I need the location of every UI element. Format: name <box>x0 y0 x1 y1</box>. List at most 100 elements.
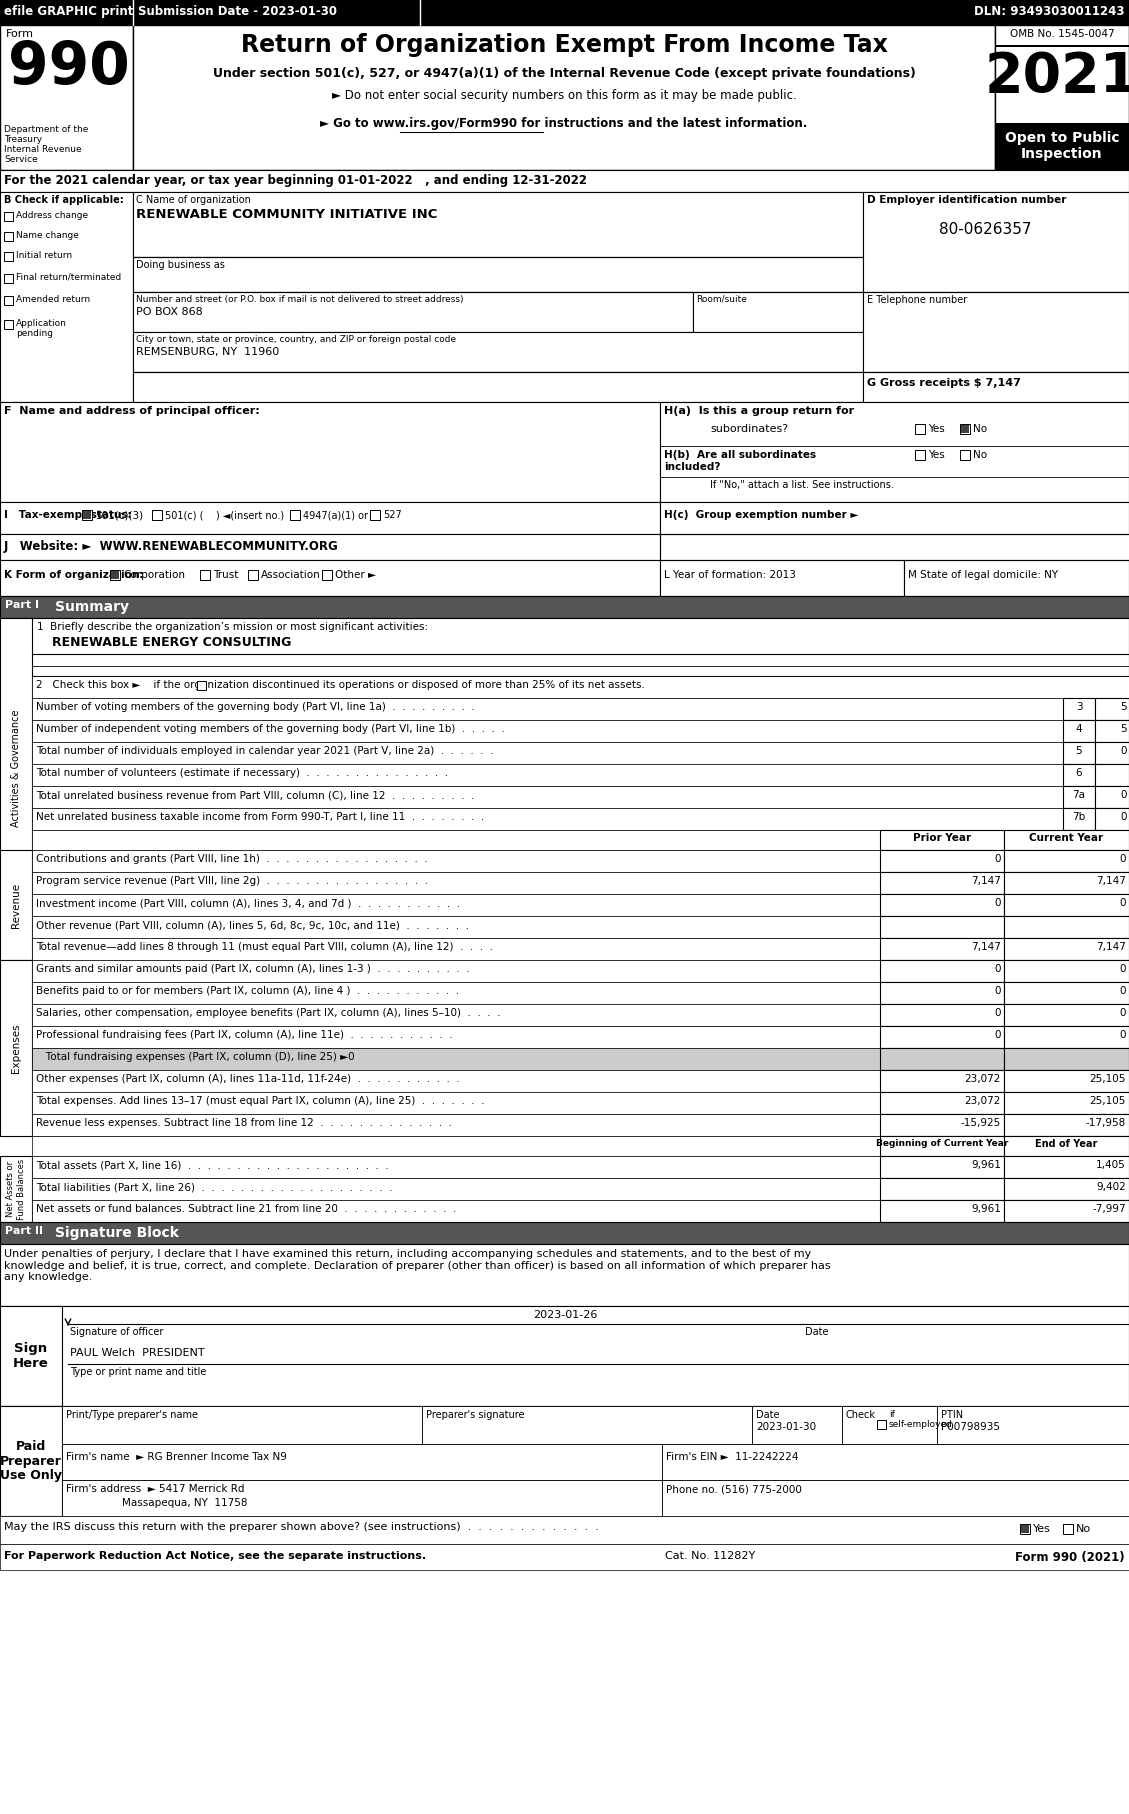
Text: Total revenue—add lines 8 through 11 (must equal Part VIII, column (A), line 12): Total revenue—add lines 8 through 11 (mu… <box>36 941 493 952</box>
Bar <box>32 831 1064 851</box>
Bar <box>32 960 879 981</box>
Bar <box>32 677 1129 698</box>
Bar <box>1004 1201 1129 1223</box>
Bar <box>879 1114 1004 1136</box>
Bar <box>32 1177 879 1201</box>
Bar <box>1004 960 1129 981</box>
Bar <box>1004 894 1129 916</box>
Bar <box>0 851 32 960</box>
Bar <box>0 1406 62 1517</box>
Bar <box>32 1048 879 1070</box>
Bar <box>879 1003 1004 1027</box>
Text: 501(c) (    ) ◄(insert no.): 501(c) ( ) ◄(insert no.) <box>165 510 285 521</box>
Bar <box>995 125 1129 171</box>
Text: 7,147: 7,147 <box>1096 876 1126 885</box>
Bar <box>32 1114 879 1136</box>
Bar <box>960 424 970 434</box>
Text: ► Go to www.irs.gov/Form990 for instructions and the latest information.: ► Go to www.irs.gov/Form990 for instruct… <box>321 116 807 131</box>
Bar <box>32 938 879 960</box>
Text: Prior Year: Prior Year <box>913 833 971 844</box>
Text: if: if <box>889 1409 895 1419</box>
Text: Open to Public
Inspection: Open to Public Inspection <box>1005 131 1119 161</box>
Bar <box>1064 742 1095 764</box>
Text: REMSENBURG, NY  11960: REMSENBURG, NY 11960 <box>135 346 279 357</box>
Text: 7a: 7a <box>1073 791 1085 800</box>
Bar <box>370 510 380 521</box>
Text: Total number of volunteers (estimate if necessary)  .  .  .  .  .  .  .  .  .  .: Total number of volunteers (estimate if … <box>36 767 448 778</box>
Text: Firm's address  ► 5417 Merrick Rd: Firm's address ► 5417 Merrick Rd <box>65 1484 245 1495</box>
Text: PAUL Welch  PRESIDENT: PAUL Welch PRESIDENT <box>70 1348 204 1359</box>
Bar <box>32 698 1064 720</box>
Bar <box>5 274 14 283</box>
Text: 501(c)(3): 501(c)(3) <box>95 510 143 521</box>
Bar <box>111 571 119 579</box>
Bar <box>5 319 14 328</box>
Bar <box>879 873 1004 894</box>
Text: Form: Form <box>6 29 34 38</box>
Text: Number of independent voting members of the governing body (Part VI, line 1b)  .: Number of independent voting members of … <box>36 724 505 735</box>
Text: Number and street (or P.O. box if mail is not delivered to street address): Number and street (or P.O. box if mail i… <box>135 296 464 305</box>
Bar <box>248 570 259 580</box>
Text: 0: 0 <box>995 854 1001 863</box>
Bar <box>0 533 660 561</box>
Text: 25,105: 25,105 <box>1089 1074 1126 1085</box>
Bar <box>62 1480 662 1517</box>
Text: Summary: Summary <box>55 600 129 613</box>
Text: Program service revenue (Part VIII, line 2g)  .  .  .  .  .  .  .  .  .  .  .  .: Program service revenue (Part VIII, line… <box>36 876 428 885</box>
Bar <box>995 25 1129 171</box>
Text: Number of voting members of the governing body (Part VI, line 1a)  .  .  .  .  .: Number of voting members of the governin… <box>36 702 475 713</box>
Text: 4: 4 <box>1076 724 1083 735</box>
Text: I   Tax-exempt status:: I Tax-exempt status: <box>5 510 132 521</box>
Bar <box>1064 1524 1073 1535</box>
Text: Investment income (Part VIII, column (A), lines 3, 4, and 7d )  .  .  .  .  .  .: Investment income (Part VIII, column (A)… <box>36 898 461 909</box>
Text: Date: Date <box>805 1328 829 1337</box>
Bar <box>196 680 205 689</box>
Text: Other expenses (Part IX, column (A), lines 11a-11d, 11f-24e)  .  .  .  .  .  .  : Other expenses (Part IX, column (A), lin… <box>36 1074 460 1085</box>
Bar <box>5 252 14 261</box>
Text: Association: Association <box>261 570 321 580</box>
Bar <box>1004 1092 1129 1114</box>
Bar <box>0 619 1129 677</box>
Text: Room/suite: Room/suite <box>695 296 747 305</box>
Text: Other ►: Other ► <box>335 570 376 580</box>
Bar <box>1064 785 1095 807</box>
Text: RENEWABLE COMMUNITY INITIATIVE INC: RENEWABLE COMMUNITY INITIATIVE INC <box>135 209 437 221</box>
Text: Total expenses. Add lines 13–17 (must equal Part IX, column (A), line 25)  .  . : Total expenses. Add lines 13–17 (must eq… <box>36 1096 484 1107</box>
Bar <box>32 1201 879 1223</box>
Text: 0: 0 <box>1120 898 1126 909</box>
Text: Massapequa, NY  11758: Massapequa, NY 11758 <box>122 1498 247 1507</box>
Bar <box>693 292 863 332</box>
Bar <box>879 1156 1004 1177</box>
Text: Address change: Address change <box>16 210 88 219</box>
Bar <box>879 851 1004 873</box>
Text: 0: 0 <box>1120 746 1127 756</box>
Bar <box>863 192 1129 292</box>
Bar <box>842 1406 937 1444</box>
Text: 23,072: 23,072 <box>964 1074 1001 1085</box>
Bar <box>5 232 14 241</box>
Bar <box>995 123 1129 125</box>
Bar <box>0 1306 62 1406</box>
Bar <box>660 403 1129 502</box>
Bar <box>0 1223 1129 1244</box>
Bar <box>0 0 1129 25</box>
Text: 9,961: 9,961 <box>971 1159 1001 1170</box>
Text: Form 990 (2021): Form 990 (2021) <box>1015 1551 1124 1564</box>
Text: Print/Type preparer's name: Print/Type preparer's name <box>65 1409 198 1420</box>
Bar <box>32 981 879 1003</box>
Bar <box>32 1003 879 1027</box>
Text: 2021: 2021 <box>984 51 1129 103</box>
Text: Net Assets or
Fund Balances: Net Assets or Fund Balances <box>7 1159 26 1219</box>
Text: Internal Revenue: Internal Revenue <box>5 145 81 154</box>
Text: Net assets or fund balances. Subtract line 21 from line 20  .  .  .  .  .  .  . : Net assets or fund balances. Subtract li… <box>36 1204 456 1214</box>
Bar <box>961 424 969 434</box>
Bar <box>662 1480 1129 1517</box>
Text: Under section 501(c), 527, or 4947(a)(1) of the Internal Revenue Code (except pr: Under section 501(c), 527, or 4947(a)(1)… <box>212 67 916 80</box>
Text: If "No," attach a list. See instructions.: If "No," attach a list. See instructions… <box>710 481 894 490</box>
Text: RENEWABLE ENERGY CONSULTING: RENEWABLE ENERGY CONSULTING <box>52 637 291 649</box>
Text: Signature Block: Signature Block <box>55 1226 178 1241</box>
Text: subordinates?: subordinates? <box>710 424 788 434</box>
Bar <box>133 292 693 332</box>
Text: Return of Organization Exempt From Income Tax: Return of Organization Exempt From Incom… <box>240 33 887 56</box>
Text: 7b: 7b <box>1073 813 1086 822</box>
